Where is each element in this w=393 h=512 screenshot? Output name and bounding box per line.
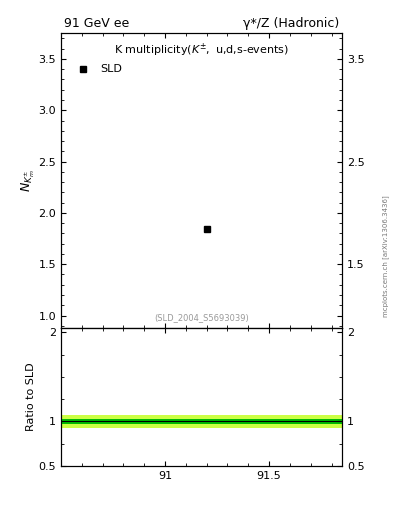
Text: γ*/Z (Hadronic): γ*/Z (Hadronic)	[243, 17, 339, 30]
Y-axis label: Ratio to SLD: Ratio to SLD	[26, 362, 36, 431]
Text: 91 GeV ee: 91 GeV ee	[64, 17, 129, 30]
Text: K multiplicity$(K^{\pm},$ u,d,s-events$)$: K multiplicity$(K^{\pm},$ u,d,s-events$)…	[114, 42, 289, 59]
Text: SLD: SLD	[100, 63, 122, 74]
Y-axis label: $N_{K^{\pm}_m}$: $N_{K^{\pm}_m}$	[19, 169, 37, 192]
Text: (SLD_2004_S5693039): (SLD_2004_S5693039)	[154, 313, 249, 322]
Text: mcplots.cern.ch [arXiv:1306.3436]: mcplots.cern.ch [arXiv:1306.3436]	[382, 195, 389, 317]
